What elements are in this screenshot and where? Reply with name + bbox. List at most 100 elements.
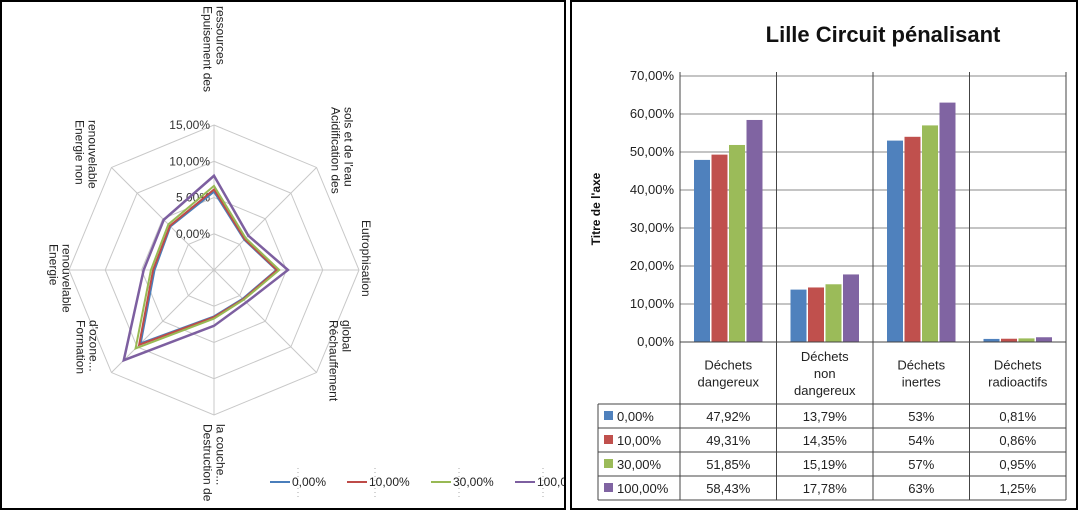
radar-legend-label: 10,00%	[369, 475, 410, 489]
data-table-cell: 49,31%	[706, 433, 751, 448]
radar-axis-label: Réchauffement global	[327, 320, 354, 402]
x-category-label: Déchets	[801, 349, 849, 364]
data-table-cell: 54%	[908, 433, 934, 448]
data-table-cell: 53%	[908, 409, 934, 424]
data-table-cell: 1,25%	[999, 481, 1036, 496]
radar-axis-label: Epuisement des ressources	[201, 6, 228, 92]
legend-swatch	[604, 435, 613, 444]
y-tick-label: 10,00%	[630, 296, 675, 311]
radar-axis-label: Energie renouvelable	[47, 244, 74, 313]
radar-series-1	[137, 188, 279, 347]
bar	[983, 338, 1000, 342]
y-tick-label: 30,00%	[630, 220, 675, 235]
radar-tick-label: 0,00%	[176, 227, 210, 241]
data-table-cell: 15,19%	[803, 457, 848, 472]
x-category-label: dangereux	[698, 375, 760, 390]
radar-tick-label: 10,00%	[169, 154, 210, 168]
bar	[694, 159, 710, 342]
radar-axis-label-line: Eutrophisation	[359, 220, 373, 297]
radar-series-3	[122, 173, 290, 363]
radar-axis-label-line: Energie	[47, 244, 61, 286]
y-tick-label: 40,00%	[630, 182, 675, 197]
radar-axis-label-line: d'ozone...	[87, 320, 101, 372]
radar-chart: 0,00%5,00%10,00%15,00%Epuisement des ress…	[47, 6, 565, 502]
radar-legend-label: 0,00%	[292, 475, 326, 489]
bar	[939, 102, 956, 342]
data-table-cell: 13,79%	[803, 409, 848, 424]
data-table-cell: 47,92%	[706, 409, 751, 424]
radar-axis-label-line: renouvelable	[86, 120, 100, 189]
legend-label: 100,00%	[617, 481, 669, 496]
x-category-label: Déchets	[897, 358, 945, 373]
bar	[1001, 338, 1017, 342]
x-category-label: dangereux	[794, 383, 856, 398]
y-tick-label: 50,00%	[630, 144, 675, 159]
radar-series-2	[134, 184, 281, 351]
radar-axis-label-line: global	[340, 320, 354, 352]
y-tick-label: 60,00%	[630, 106, 675, 121]
radar-spoke-1	[213, 167, 317, 271]
bar	[746, 119, 763, 342]
radar-chart-panel: 0,00% 5,00% 10,00% 15,00% Epuisement des ress…	[0, 0, 566, 510]
x-category-label: radioactifs	[988, 375, 1048, 390]
radar-axis-label-line: renouvelable	[60, 244, 74, 313]
data-table-cell: 63%	[908, 481, 934, 496]
radar-axis-label-line: ressources	[214, 6, 228, 65]
data-table-cell: 51,85%	[706, 457, 751, 472]
data-table-cell: 0,86%	[999, 433, 1036, 448]
radar-tick-label: 15,00%	[169, 118, 210, 132]
data-table-cell: 17,78%	[803, 481, 848, 496]
radar-axis-label-line: Destruction de	[201, 424, 215, 502]
radar-axis-label-line: Epuisement des	[201, 6, 215, 92]
legend-swatch	[604, 483, 613, 492]
radar-axis-label: Destruction de la couche...	[201, 424, 228, 502]
y-axis-title: Titre de l'axe	[589, 172, 603, 245]
y-tick-label: 70,00%	[630, 68, 675, 83]
bar-chart-panel: Lille Circuit pénalisant 0,00% 10,00% 20,00…	[570, 0, 1078, 510]
radar-axis-label: Acidification des sols et de l'eau	[329, 107, 356, 194]
radar-axis-label: Energie non renouvelable	[73, 120, 100, 189]
y-tick-label: 20,00%	[630, 258, 675, 273]
y-tick-label: 0,00%	[637, 334, 674, 349]
bar	[808, 287, 824, 342]
legend-swatch	[604, 411, 613, 420]
radar-axis-label: Eutrophisation	[359, 220, 373, 297]
radar-axis-label-line: Formation	[74, 320, 88, 374]
x-category-label: inertes	[902, 375, 942, 390]
bar	[904, 136, 921, 342]
radar-axis-label-line: Energie non	[73, 120, 87, 185]
bar	[922, 125, 938, 343]
radar-legend-label: 100,00%	[537, 475, 564, 489]
bar	[1036, 337, 1052, 342]
bar	[1018, 338, 1035, 342]
legend-label: 30,00%	[617, 457, 662, 472]
bar	[790, 289, 807, 342]
bar	[729, 144, 745, 342]
chart-title: Lille Circuit pénalisant	[766, 22, 1001, 47]
data-table-cell: 14,35%	[803, 433, 848, 448]
data-table-cell: 57%	[908, 457, 934, 472]
radar-legend-label: 30,00%	[453, 475, 494, 489]
bar	[825, 284, 842, 342]
radar-axis-label-line: la couche...	[214, 424, 228, 485]
x-category-label: non	[814, 366, 836, 381]
bar-chart: Lille Circuit pénalisant 0,00% 10,00% 20,00…	[589, 22, 1067, 501]
bar	[843, 274, 859, 342]
legend-label: 0,00%	[617, 409, 654, 424]
legend-swatch	[604, 459, 613, 468]
radar-axis-label-line: sols et de l'eau	[342, 107, 356, 187]
bar	[887, 140, 903, 342]
data-table-cell: 0,95%	[999, 457, 1036, 472]
x-category-label: Déchets	[994, 358, 1042, 373]
radar-axis-label: Formation d'ozone...	[74, 320, 101, 374]
radar-axis-label-line: Acidification des	[329, 107, 343, 194]
radar-spoke-7	[111, 167, 215, 271]
data-table-cell: 0,81%	[999, 409, 1036, 424]
bar	[711, 154, 728, 342]
radar-spoke-5	[111, 269, 215, 373]
radar-spoke-3	[213, 269, 317, 373]
legend-label: 10,00%	[617, 433, 662, 448]
x-category-label: Déchets	[704, 358, 752, 373]
radar-axis-label-line: Réchauffement	[327, 320, 341, 402]
data-table-cell: 58,43%	[706, 481, 751, 496]
